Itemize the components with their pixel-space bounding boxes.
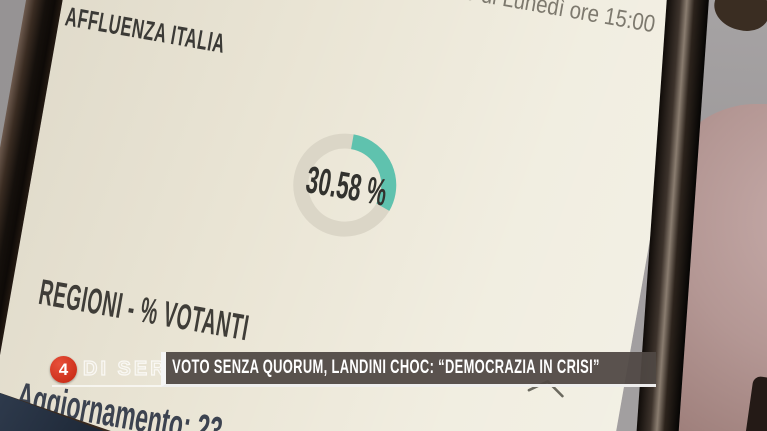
logo-number: 4 <box>58 359 69 379</box>
ticker-headline: VOTO SENZA QUORUM, LANDINI CHOC: “DEMOCR… <box>172 357 600 378</box>
turnout-donut-chart <box>293 133 397 237</box>
rete4-logo-icon: 4 <box>50 356 77 383</box>
news-ticker: VOTO SENZA QUORUM, LANDINI CHOC: “DEMOCR… <box>161 352 656 387</box>
page-title: AFFLUENZA ITALIA <box>63 1 228 59</box>
show-name: DI SERA <box>82 357 186 380</box>
donut-arc <box>293 133 397 237</box>
status-line: one di Lunedì ore 15:00 <box>440 0 658 39</box>
channel-logo: 4 DI SERA <box>50 356 190 387</box>
section-title: REGIONI - % VOTANTI <box>36 271 253 349</box>
